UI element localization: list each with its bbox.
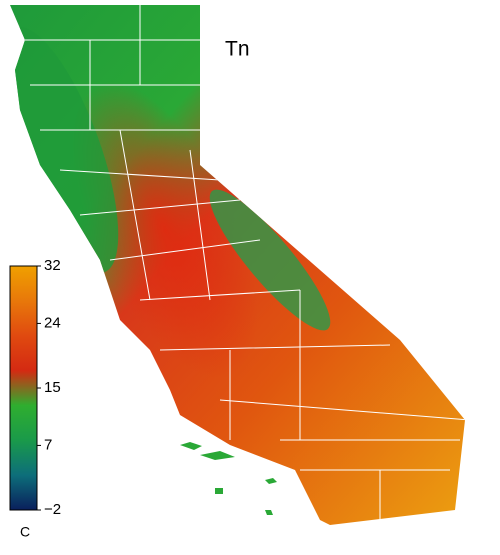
colorbar-tick-label: 32 (44, 257, 61, 274)
map-title: Tn (225, 38, 250, 61)
central-valley (72, 82, 258, 378)
colorbar: C −2 7 15 24 32 (9, 257, 61, 540)
channel-islands (180, 442, 277, 515)
coast-range (10, 27, 119, 273)
california-map (10, 5, 465, 525)
colorbar-tick-label: −2 (44, 501, 61, 518)
colorbar-tick-label: 24 (44, 314, 61, 331)
colorbar-tick-label: 15 (44, 379, 61, 396)
colorbar-unit: C (20, 524, 30, 540)
county-lines (20, 5, 465, 520)
colorbar-scale (9, 265, 38, 511)
colorbar-tick-label: 7 (44, 436, 52, 453)
